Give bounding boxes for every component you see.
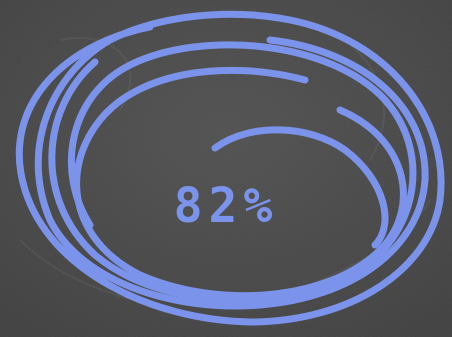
scribble-ring	[15, 10, 445, 326]
scribble-ring-inner-tail	[73, 66, 407, 300]
progress-percent-label: 82%	[174, 178, 279, 234]
scribble-ring-outer-loop	[15, 10, 445, 326]
scribble-ring-start-stroke	[211, 126, 389, 249]
scribble-ring-middle-loop	[48, 41, 417, 304]
